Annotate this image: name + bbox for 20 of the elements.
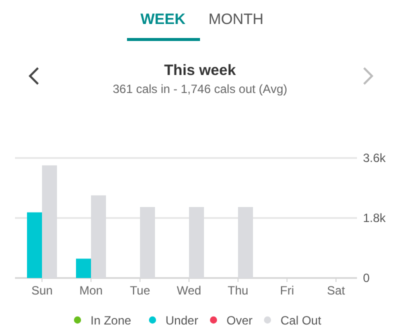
x-tick-label: Sat xyxy=(326,284,346,298)
chart-title: This week xyxy=(164,62,237,79)
legend-label: In Zone xyxy=(90,314,132,328)
text: WEEK xyxy=(140,11,186,28)
x-tick-label: Fri xyxy=(280,284,294,298)
y-tick-label: 0 xyxy=(363,270,370,285)
legend-label: Under xyxy=(166,314,198,328)
x-tick-label: Sun xyxy=(31,284,53,298)
x-tick-label: Mon xyxy=(79,284,103,298)
chart-subtitle: 361 cals in - 1,746 cals out (Avg) xyxy=(112,82,288,96)
y-tick-label: 3.6k xyxy=(363,150,387,165)
text: MONTH xyxy=(208,11,264,28)
legend-label: Cal Out xyxy=(280,314,322,328)
x-tick-label: Thu xyxy=(228,284,248,298)
legend-label: Over xyxy=(226,314,253,328)
bar xyxy=(27,212,42,278)
x-tick-label: Wed xyxy=(176,284,202,298)
x-tick-label: Tue xyxy=(130,284,150,298)
bar xyxy=(76,258,91,278)
y-tick-label: 1.8k xyxy=(363,210,387,225)
